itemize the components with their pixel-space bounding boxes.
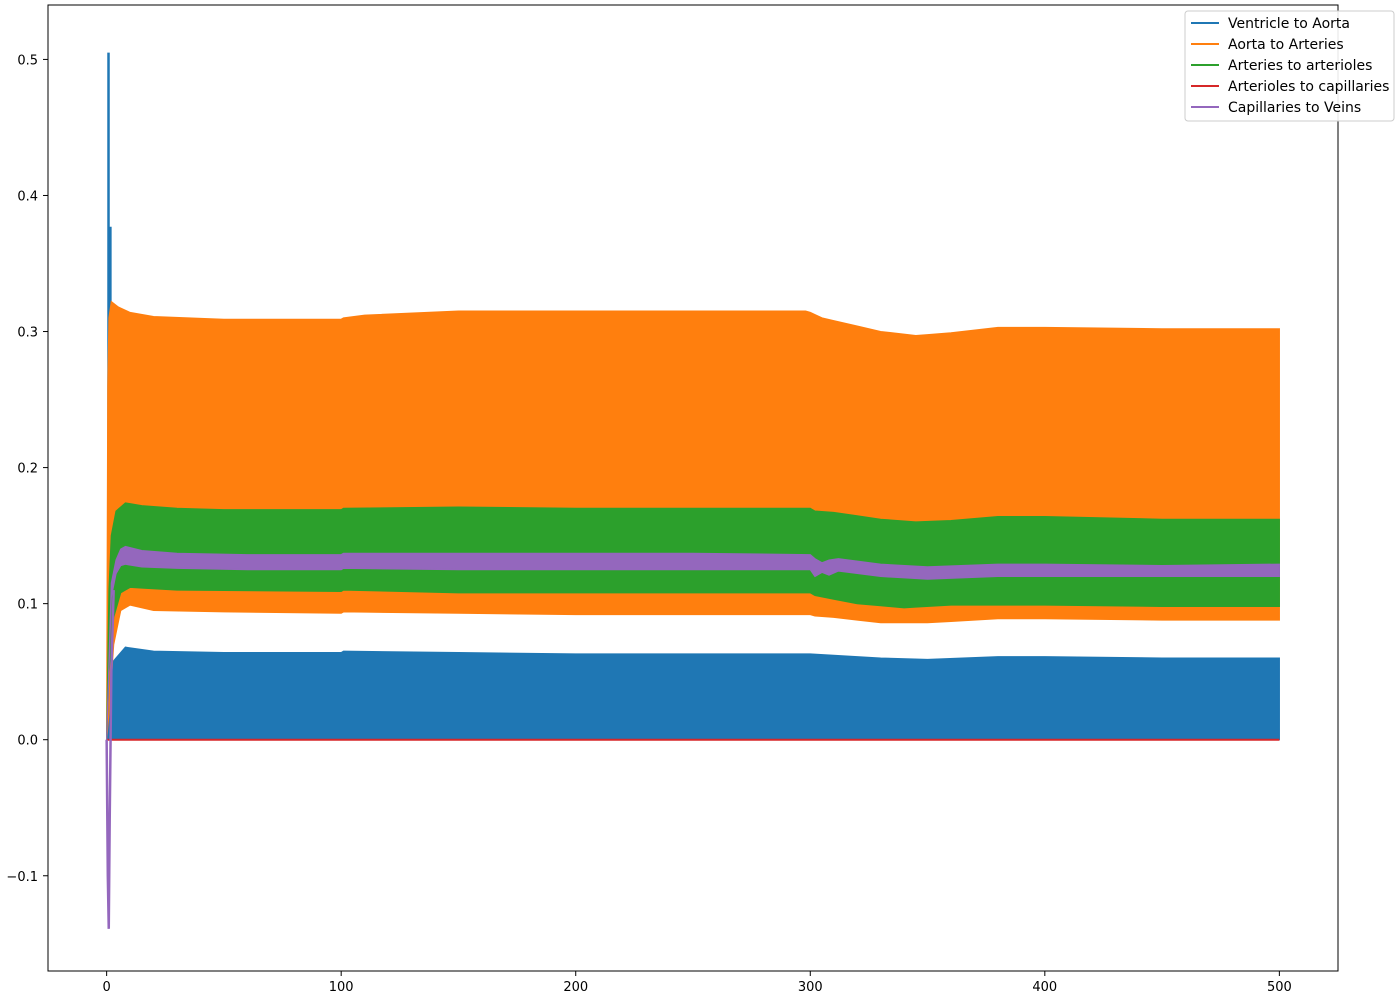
y-tick-label: −0.1 xyxy=(6,870,38,885)
series-band-ventricle-to-aorta xyxy=(106,646,1280,741)
x-tick-label: 300 xyxy=(798,980,823,995)
x-tick-label: 200 xyxy=(563,980,588,995)
y-tick-label: 0.2 xyxy=(17,462,38,477)
legend: Ventricle to Aorta Aorta to Arteries Arter… xyxy=(1184,10,1395,122)
legend-label: Ventricle to Aorta xyxy=(1228,16,1350,32)
plot-area xyxy=(105,52,1280,929)
series-capillaries-to-veins xyxy=(105,545,1280,929)
x-tick-label: 100 xyxy=(329,980,354,995)
legend-item-arteries-to-arterioles: Arteries to arterioles xyxy=(1191,58,1372,74)
y-tick-label: 0.0 xyxy=(17,734,38,749)
series-dip-capillaries-to-veins xyxy=(105,590,115,929)
legend-label: Capillaries to Veins xyxy=(1228,100,1361,116)
legend-item-capillaries-to-veins: Capillaries to Veins xyxy=(1191,100,1361,116)
y-tick-label: 0.5 xyxy=(17,53,38,68)
legend-item-ventricle-to-aorta: Ventricle to Aorta xyxy=(1191,16,1350,32)
legend-item-aorta-to-arteries: Aorta to Arteries xyxy=(1191,37,1344,53)
y-tick-label: 0.3 xyxy=(17,326,38,341)
axes-frame xyxy=(47,4,1339,972)
legend-label: Arteries to arterioles xyxy=(1228,58,1372,74)
legend-label: Arterioles to capillaries xyxy=(1228,79,1389,95)
y-tick-label: 0.1 xyxy=(17,598,38,613)
x-tick-label: 500 xyxy=(1267,980,1292,995)
series-band-capillaries-to-veins xyxy=(106,545,1280,740)
x-tick-label: 0 xyxy=(102,980,110,995)
x-tick-label: 400 xyxy=(1032,980,1057,995)
legend-item-arterioles-to-capillaries: Arterioles to capillaries xyxy=(1191,79,1389,95)
y-tick-label: 0.4 xyxy=(17,189,38,204)
axes: 0 100 200 300 400 500 −0.1 0.0 0.1 0.2 0.3 0.4 0.5 xyxy=(6,4,1339,995)
legend-box xyxy=(1184,10,1395,122)
legend-label: Aorta to Arteries xyxy=(1228,37,1344,53)
